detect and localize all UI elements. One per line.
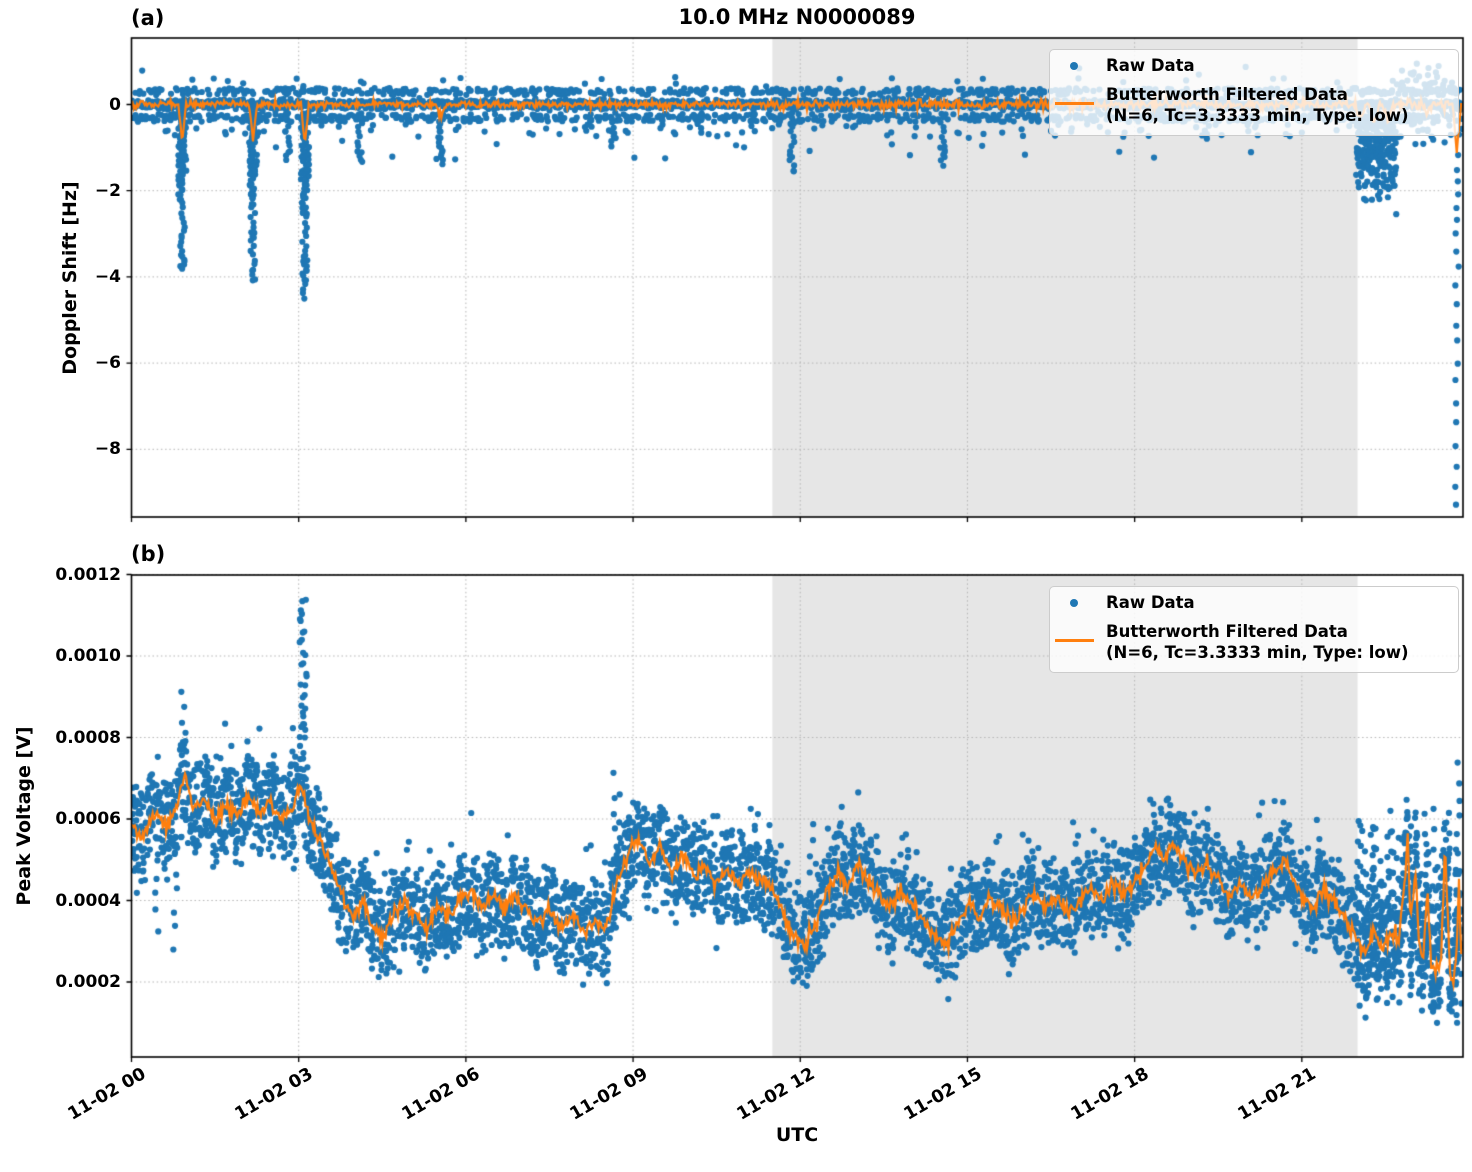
panel-b-label: (b) bbox=[131, 542, 166, 566]
y-tick-label-b: 0.0002 bbox=[55, 972, 121, 992]
legend-raw-data-label: Raw Data bbox=[1106, 593, 1195, 612]
legend-filtered-line1: Butterworth Filtered Data bbox=[1106, 622, 1348, 641]
legend-panel-a: Raw Data Butterworth Filtered Data (N=6,… bbox=[1049, 49, 1459, 136]
y-tick-label-a: −8 bbox=[94, 439, 121, 460]
y-tick-label-b: 0.0012 bbox=[55, 564, 121, 585]
y-tick-label-b: 0.0006 bbox=[55, 809, 121, 829]
legend-filtered-line1: Butterworth Filtered Data bbox=[1106, 85, 1348, 104]
raw-data-marker-icon bbox=[1070, 62, 1078, 70]
raw-data-marker-icon bbox=[1070, 599, 1078, 607]
legend-panel-b: Raw Data Butterworth Filtered Data (N=6,… bbox=[1049, 586, 1459, 673]
y-tick-label-a: 0 bbox=[109, 94, 121, 115]
y-tick-label-a: −4 bbox=[94, 266, 121, 287]
panel-a-label: (a) bbox=[131, 6, 165, 30]
y-tick-label-a: −6 bbox=[94, 353, 121, 374]
y-tick-label-b: 0.0010 bbox=[55, 646, 121, 666]
legend-filtered-data-label: Butterworth Filtered Data (N=6, Tc=3.333… bbox=[1106, 84, 1409, 126]
filtered-data-line-icon bbox=[1055, 102, 1094, 105]
legend-raw-data-label: Raw Data bbox=[1106, 56, 1195, 75]
y-tick-label-b: 0.0004 bbox=[55, 890, 121, 911]
legend-filtered-line2: (N=6, Tc=3.3333 min, Type: low) bbox=[1106, 643, 1409, 662]
figure-title: 10.0 MHz N0000089 bbox=[678, 5, 916, 29]
y-tick-label-a: −2 bbox=[94, 180, 121, 201]
legend-filtered-line2: (N=6, Tc=3.3333 min, Type: low) bbox=[1106, 106, 1409, 125]
filtered-data-line-icon bbox=[1055, 639, 1094, 642]
y-tick-label-b: 0.0008 bbox=[55, 727, 121, 748]
legend-filtered-data-label: Butterworth Filtered Data (N=6, Tc=3.333… bbox=[1106, 621, 1409, 663]
x-axis-label: UTC bbox=[775, 1124, 819, 1146]
